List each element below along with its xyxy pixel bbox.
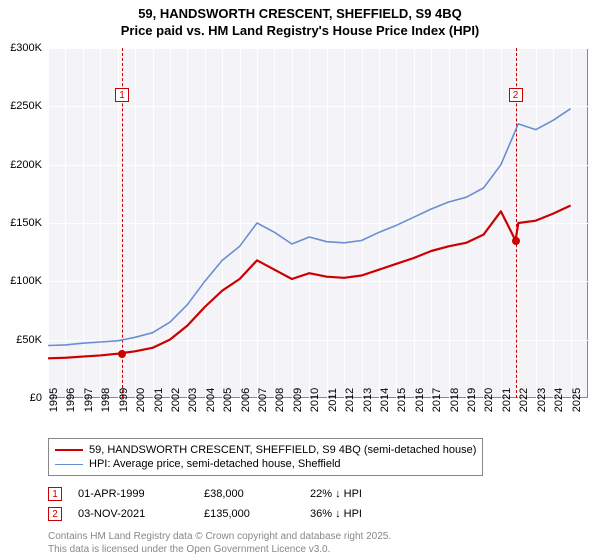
sale-datapoint [512, 237, 520, 245]
x-axis-label: 2020 [483, 388, 495, 412]
x-axis-label: 2010 [309, 388, 321, 412]
x-axis-label: 1998 [100, 388, 112, 412]
legend-row-property: 59, HANDSWORTH CRESCENT, SHEFFIELD, S9 4… [55, 443, 476, 457]
attribution-line1: Contains HM Land Registry data © Crown c… [48, 531, 391, 544]
x-axis-label: 2021 [501, 388, 513, 412]
x-axis-label: 2004 [205, 388, 217, 412]
sale-price: £135,000 [204, 508, 294, 520]
legend-box: 59, HANDSWORTH CRESCENT, SHEFFIELD, S9 4… [48, 438, 483, 476]
x-axis-label: 2006 [240, 388, 252, 412]
sale-delta: 22% ↓ HPI [310, 488, 420, 500]
x-axis-label: 2003 [187, 388, 199, 412]
y-axis-label: £300K [10, 42, 42, 54]
x-axis-label: 2025 [571, 388, 583, 412]
y-axis-label: £250K [10, 100, 42, 112]
x-axis-label: 2007 [257, 388, 269, 412]
x-axis-label: 2024 [553, 388, 565, 412]
sale-rows: 1 01-APR-1999 £38,000 22% ↓ HPI 2 03-NOV-2021… [48, 484, 588, 524]
x-axis-label: 2009 [292, 388, 304, 412]
legend-label-hpi: HPI: Average price, semi-detached house,… [89, 458, 341, 470]
sale-delta: 36% ↓ HPI [310, 508, 420, 520]
y-axis-label: £50K [16, 334, 42, 346]
x-axis-label: 2000 [135, 388, 147, 412]
sale-date: 03-NOV-2021 [78, 508, 188, 520]
x-axis-label: 1995 [48, 388, 60, 412]
legend-swatch-hpi [55, 464, 83, 465]
sale-date: 01-APR-1999 [78, 488, 188, 500]
x-axis-label: 2005 [222, 388, 234, 412]
y-axis-label: £150K [10, 217, 42, 229]
x-axis-label: 2016 [414, 388, 426, 412]
x-axis-label: 2023 [536, 388, 548, 412]
x-axis-label: 2015 [396, 388, 408, 412]
sale-price: £38,000 [204, 488, 294, 500]
x-axis-label: 1996 [65, 388, 77, 412]
sale-row: 2 03-NOV-2021 £135,000 36% ↓ HPI [48, 504, 588, 524]
y-axis-label: £200K [10, 159, 42, 171]
sale-row: 1 01-APR-1999 £38,000 22% ↓ HPI [48, 484, 588, 504]
legend-row-hpi: HPI: Average price, semi-detached house,… [55, 457, 476, 471]
legend-label-property: 59, HANDSWORTH CRESCENT, SHEFFIELD, S9 4… [89, 444, 476, 456]
chart-title: 59, HANDSWORTH CRESCENT, SHEFFIELD, S9 4… [0, 0, 600, 40]
x-axis-label: 1997 [83, 388, 95, 412]
x-axis-label: 2008 [274, 388, 286, 412]
x-axis-label: 2022 [518, 388, 530, 412]
y-axis-label: £100K [10, 275, 42, 287]
chart-plot-area: 12 £0£50K£100K£150K£200K£250K£300K 19951… [48, 48, 588, 398]
legend-swatch-property [55, 449, 83, 451]
x-axis-label: 1999 [118, 388, 130, 412]
legend-block: 59, HANDSWORTH CRESCENT, SHEFFIELD, S9 4… [48, 438, 588, 524]
attribution-line2: This data is licensed under the Open Gov… [48, 544, 391, 557]
x-axis-label: 2001 [153, 388, 165, 412]
x-axis-label: 2013 [362, 388, 374, 412]
series-line-hpi [48, 109, 571, 346]
sale-row-marker: 1 [48, 487, 62, 501]
title-line1: 59, HANDSWORTH CRESCENT, SHEFFIELD, S9 4… [0, 6, 600, 23]
series-line-property [48, 206, 571, 359]
x-axis-label: 2018 [449, 388, 461, 412]
title-line2: Price paid vs. HM Land Registry's House … [0, 23, 600, 40]
x-axis-label: 2011 [327, 388, 339, 412]
x-axis-label: 2002 [170, 388, 182, 412]
x-axis-label: 2014 [379, 388, 391, 412]
x-axis-label: 2017 [431, 388, 443, 412]
attribution: Contains HM Land Registry data © Crown c… [48, 531, 391, 556]
sale-datapoint [118, 350, 126, 358]
sale-marker-box: 2 [509, 88, 523, 102]
sale-row-marker: 2 [48, 507, 62, 521]
x-axis-label: 2019 [466, 388, 478, 412]
x-axis-label: 2012 [344, 388, 356, 412]
sale-marker-box: 1 [115, 88, 129, 102]
y-axis-label: £0 [30, 392, 42, 404]
